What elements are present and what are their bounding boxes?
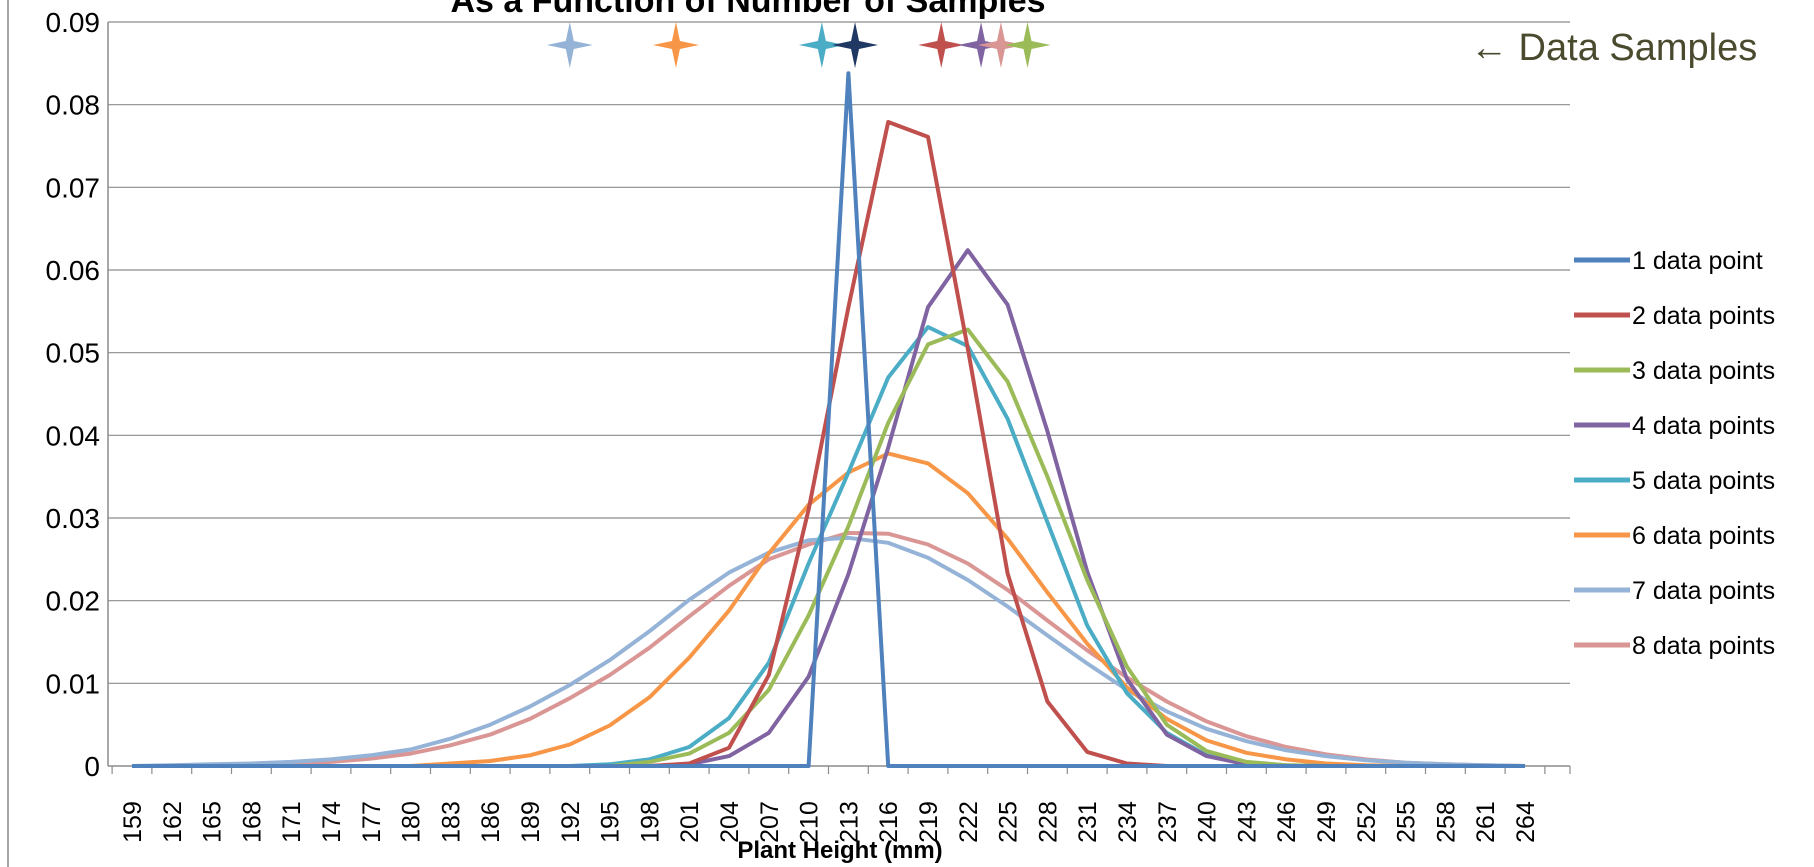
x-tick-label: 240 — [1194, 801, 1222, 843]
x-tick-label: 189 — [517, 801, 545, 843]
y-tick-label: 0.03 — [46, 503, 101, 534]
legend-label-7: 7 data points — [1632, 577, 1775, 605]
x-tick-label: 243 — [1233, 801, 1261, 843]
x-tick-label: 192 — [557, 801, 585, 843]
x-tick-label: 207 — [756, 801, 784, 843]
x-axis-label: Plant Height (mm) — [737, 837, 942, 864]
sample-star-marker-8 — [1004, 22, 1051, 68]
x-tick-label: 210 — [796, 801, 824, 843]
legend-label-4: 4 data points — [1632, 412, 1775, 440]
y-tick-label: 0.07 — [46, 172, 101, 203]
x-tick-label: 168 — [238, 801, 266, 843]
sample-star-marker-4 — [832, 22, 879, 68]
legend-label-6: 6 data points — [1632, 522, 1775, 550]
legend-label-3: 3 data points — [1632, 357, 1775, 385]
legend-label-5: 5 data points — [1632, 467, 1775, 495]
x-tick-label: 171 — [278, 801, 306, 843]
x-tick-label: 177 — [358, 801, 386, 843]
x-tick-label: 180 — [398, 801, 426, 843]
legend-label-1: 1 data point — [1632, 247, 1763, 275]
series-line-4 — [132, 248, 1525, 768]
legend-label-2: 2 data points — [1632, 302, 1775, 330]
x-tick-label: 228 — [1034, 801, 1062, 843]
sample-star-marker-2 — [652, 22, 699, 68]
legend-label-8: 8 data points — [1632, 632, 1775, 660]
series-line-1 — [132, 71, 1525, 768]
x-tick-label: 225 — [995, 801, 1023, 843]
x-tick-label: 249 — [1313, 801, 1341, 843]
y-tick-label: 0.09 — [46, 7, 101, 38]
x-tick-label: 213 — [835, 801, 863, 843]
series-line-7 — [131, 535, 1526, 768]
y-tick-label: 0.02 — [46, 586, 101, 617]
y-tick-label: 0.04 — [46, 420, 101, 451]
x-tick-label: 162 — [159, 801, 187, 843]
x-tick-label: 159 — [119, 801, 147, 843]
sample-star-marker-5 — [918, 22, 965, 68]
sample-star-marker-7 — [977, 22, 1024, 68]
y-tick-label: 0.01 — [46, 668, 101, 699]
sample-star-marker-1 — [546, 22, 593, 68]
x-tick-label: 183 — [437, 801, 465, 843]
legend: 1 data point 2 data points 3 data points 4 … — [1574, 247, 1775, 660]
x-tick-label: 165 — [199, 801, 227, 843]
x-tick-label: 237 — [1154, 801, 1182, 843]
x-tick-label: 231 — [1074, 801, 1102, 843]
x-tick-label: 246 — [1273, 801, 1301, 843]
x-tick-label: 201 — [676, 801, 704, 843]
x-tick-labels: 159 162 165 168 171 174 177 180 183 186 189 192 195 1… — [119, 801, 1540, 843]
series-lines — [131, 71, 1526, 768]
y-tick-label: 0 — [84, 751, 100, 782]
x-tick-label: 174 — [318, 801, 346, 843]
x-tick-label: 195 — [597, 801, 625, 843]
x-tick-label: 219 — [915, 801, 943, 843]
y-tick-label: 0.08 — [46, 90, 101, 121]
series-line-6 — [132, 451, 1525, 768]
x-tick-label: 222 — [955, 801, 983, 843]
x-tick-label: 258 — [1432, 801, 1460, 843]
x-tick-label: 216 — [875, 801, 903, 843]
y-tick-label: 0.05 — [46, 338, 101, 369]
axes — [107, 22, 1571, 774]
data-samples-annotation: ← Data Samples — [1470, 27, 1757, 69]
x-tick-label: 261 — [1472, 801, 1500, 843]
x-tick-label: 204 — [716, 801, 744, 843]
x-tick-label: 252 — [1353, 801, 1381, 843]
x-tick-label: 234 — [1114, 801, 1142, 843]
y-tick-label: 0.06 — [46, 255, 101, 286]
y-tick-labels: 0 0.01 0.02 0.03 0.04 0.05 0.06 0.07 0.08 0.09 — [46, 7, 101, 782]
chart-title: As a Function of Number of Samples — [450, 0, 1045, 20]
x-tick-label: 255 — [1393, 801, 1421, 843]
x-tick-label: 198 — [636, 801, 664, 843]
sample-star-marker-3 — [798, 22, 845, 68]
x-tick-label: 186 — [477, 801, 505, 843]
x-tick-label: 264 — [1512, 801, 1540, 843]
data-sample-markers — [546, 22, 1051, 68]
